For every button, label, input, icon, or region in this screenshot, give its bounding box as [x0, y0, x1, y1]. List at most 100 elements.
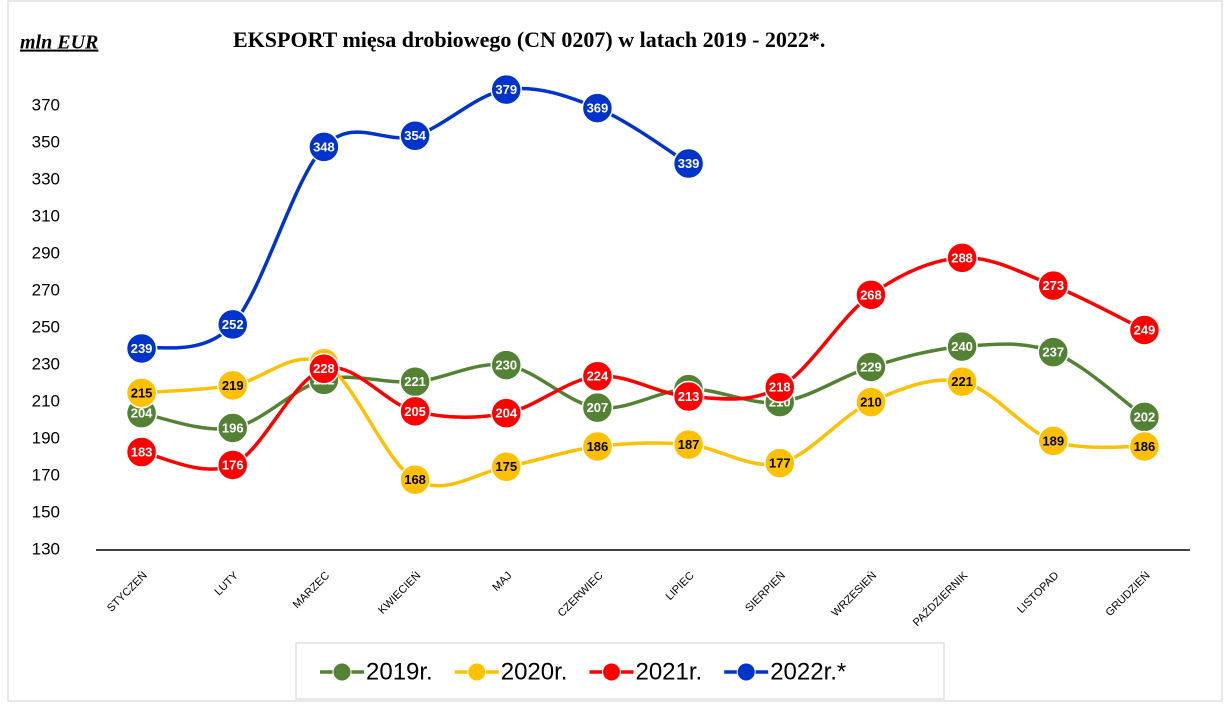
data-label: 189 — [1042, 433, 1064, 448]
data-label: 369 — [587, 101, 609, 116]
y-tick-label: 370 — [32, 96, 60, 115]
data-label: 202 — [1134, 409, 1156, 424]
data-label: 215 — [131, 385, 153, 400]
data-label: 221 — [951, 374, 973, 389]
marker — [672, 147, 705, 180]
data-label: 213 — [678, 389, 700, 404]
y-tick-label: 230 — [32, 355, 60, 374]
marker — [946, 330, 978, 363]
marker — [490, 397, 522, 429]
legend-marker — [736, 662, 756, 682]
marker — [490, 349, 522, 381]
marker — [125, 377, 158, 409]
data-label: 237 — [1042, 345, 1064, 360]
marker — [855, 351, 887, 383]
marker — [217, 412, 249, 444]
data-label: 230 — [495, 358, 517, 373]
data-label: 176 — [222, 457, 244, 472]
data-label: 205 — [404, 404, 426, 419]
data-label: 252 — [222, 317, 244, 332]
data-label: 168 — [404, 472, 426, 487]
marker — [764, 447, 796, 479]
legend-marker — [601, 662, 621, 682]
data-label: 228 — [313, 361, 335, 376]
y-tick-label: 270 — [32, 281, 60, 300]
marker — [125, 332, 158, 365]
y-tick-label: 150 — [32, 503, 60, 522]
data-label: 186 — [1134, 439, 1156, 454]
y-axis-label: mln EUR — [20, 32, 98, 54]
legend-marker — [467, 662, 487, 682]
data-label: 339 — [678, 156, 700, 171]
data-label: 177 — [769, 456, 791, 471]
legend-label: 2019r. — [366, 658, 433, 685]
marker — [764, 371, 796, 404]
marker — [1128, 430, 1161, 463]
marker — [581, 391, 614, 424]
data-label: 273 — [1042, 278, 1064, 293]
marker — [672, 428, 705, 461]
legend-marker — [332, 662, 352, 682]
marker — [946, 242, 978, 274]
data-label: 221 — [404, 374, 426, 389]
data-label: 204 — [495, 406, 517, 421]
y-tick-label: 350 — [32, 133, 60, 152]
data-label: 354 — [404, 128, 426, 143]
y-tick-label: 250 — [32, 318, 60, 337]
y-tick-label: 290 — [32, 244, 60, 263]
marker — [581, 92, 614, 124]
marker — [490, 451, 522, 483]
marker — [855, 279, 887, 311]
marker — [581, 430, 614, 463]
data-label: 288 — [951, 250, 973, 265]
marker — [855, 386, 887, 418]
legend-label: 2020r. — [501, 658, 568, 685]
legend-label: 2021r. — [635, 658, 702, 685]
marker — [399, 463, 431, 496]
series: 183 176 228 205 204 224 213 218 268 288 273 249 — [125, 242, 1161, 481]
marker — [217, 369, 249, 402]
marker — [399, 395, 431, 428]
marker — [1128, 314, 1161, 346]
y-tick-label: 170 — [32, 466, 60, 485]
y-tick-label: 330 — [32, 170, 60, 189]
marker — [217, 449, 249, 481]
data-label: 268 — [860, 287, 882, 302]
y-tick-label: 130 — [32, 539, 60, 558]
data-label: 224 — [587, 369, 609, 384]
series: 239 252 348 354 379 369 339 — [125, 73, 705, 365]
data-label: 175 — [495, 459, 517, 474]
data-label: 240 — [951, 339, 973, 354]
marker — [308, 131, 340, 163]
marker — [1037, 336, 1069, 368]
marker — [1037, 269, 1069, 302]
marker — [217, 308, 249, 341]
marker — [581, 360, 614, 392]
marker — [1037, 425, 1069, 457]
data-label: 207 — [587, 400, 609, 415]
chart-title: EKSPORT mięsa drobiowego (CN 0207) w lat… — [233, 27, 825, 52]
data-label: 229 — [860, 359, 882, 374]
y-tick-label: 210 — [32, 392, 60, 411]
data-label: 348 — [313, 139, 335, 154]
data-label: 183 — [131, 444, 153, 459]
marker — [946, 365, 978, 398]
data-label: 379 — [495, 82, 517, 97]
y-tick-label: 310 — [32, 207, 60, 226]
marker — [125, 436, 158, 468]
marker — [399, 120, 431, 152]
marker — [490, 73, 522, 106]
marker — [672, 380, 705, 413]
data-label: 218 — [769, 380, 791, 395]
y-tick-label: 190 — [32, 429, 60, 448]
data-label: 210 — [860, 395, 882, 410]
data-label: 186 — [587, 439, 609, 454]
legend-label: 2022r.* — [770, 658, 846, 685]
data-label: 187 — [678, 437, 700, 452]
data-label: 204 — [131, 406, 153, 421]
data-label: 196 — [222, 420, 244, 435]
marker — [308, 353, 340, 385]
data-label: 249 — [1134, 322, 1156, 337]
data-label: 239 — [131, 341, 153, 356]
